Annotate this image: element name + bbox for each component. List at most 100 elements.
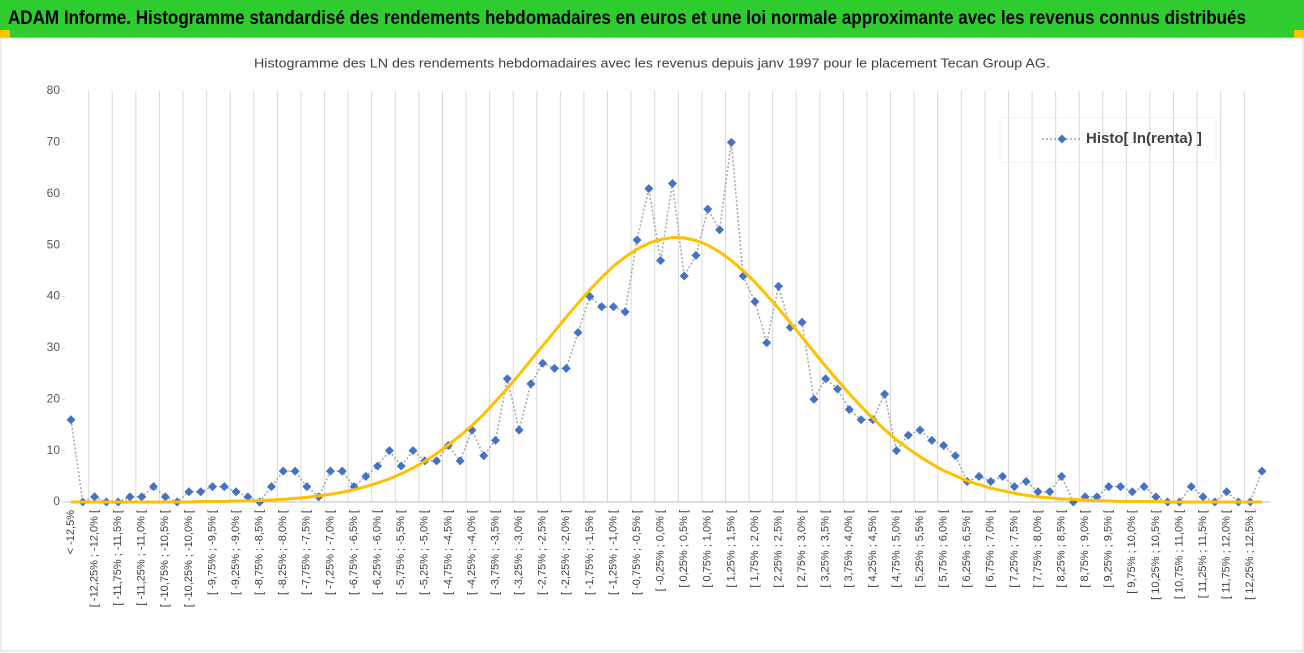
x-tick-label: < -12,5% xyxy=(65,510,77,555)
normal-curve xyxy=(71,235,1262,504)
data-point xyxy=(750,297,760,307)
x-tick-label: [ -1,25% ; -1,0% [ xyxy=(607,510,619,595)
data-point xyxy=(266,482,276,492)
data-point xyxy=(1257,466,1267,476)
x-tick-label: [ 6,75% ; 7,0% [ xyxy=(985,510,997,588)
data-point xyxy=(137,492,147,502)
data-point xyxy=(679,271,689,281)
data-point xyxy=(703,204,713,214)
x-tick-label: [ -4,25% ; -4,0% [ xyxy=(466,510,478,595)
data-point xyxy=(998,471,1008,481)
data-point xyxy=(125,492,135,502)
x-tick-label: [ 7,75% ; 8,0% [ xyxy=(1032,510,1044,588)
data-point xyxy=(939,440,949,450)
x-tick-label: [ 5,75% ; 6,0% [ xyxy=(938,510,950,588)
legend-label: Histo[ ln(renta) ] xyxy=(1086,130,1202,147)
data-point xyxy=(1115,482,1125,492)
x-tick-label: [ 5,25% ; 5,5% [ xyxy=(914,510,926,588)
data-point xyxy=(726,137,736,147)
x-tick-label: [ -3,75% ; -3,5% [ xyxy=(489,510,501,595)
data-point xyxy=(950,451,960,461)
data-point xyxy=(302,482,312,492)
data-point xyxy=(1009,482,1019,492)
x-tick-label: [ -2,75% ; -2,5% [ xyxy=(537,510,549,595)
data-point xyxy=(219,482,229,492)
x-tick-label: [ 10,25% ; 10,5% [ xyxy=(1150,510,1162,600)
data-point xyxy=(549,363,559,373)
x-tick-label: [ 3,25% ; 3,5% [ xyxy=(820,510,832,588)
x-tick-label: [ -7,75% ; -7,5% [ xyxy=(301,510,313,595)
legend-marker xyxy=(1057,134,1067,144)
y-tick-label: 60 xyxy=(47,186,61,200)
data-point xyxy=(1033,487,1043,497)
data-point xyxy=(561,363,571,373)
x-tick-label: [ -10,25% ; -10,0% [ xyxy=(183,510,195,607)
data-point xyxy=(597,302,607,312)
x-tick-label: [ 1,25% ; 1,5% [ xyxy=(725,510,737,588)
data-point xyxy=(432,456,442,466)
chart-title: Histogramme des LN des rendements hebdom… xyxy=(254,55,1050,70)
data-point xyxy=(856,415,866,425)
data-point xyxy=(491,435,501,445)
data-point xyxy=(290,466,300,476)
data-point xyxy=(797,317,807,327)
data-point xyxy=(502,374,512,384)
y-tick-label: 70 xyxy=(47,135,61,149)
data-point xyxy=(809,394,819,404)
data-point xyxy=(880,389,890,399)
x-tick-label: [ 7,25% ; 7,5% [ xyxy=(1008,510,1020,588)
y-tick-label: 30 xyxy=(47,340,61,354)
data-point xyxy=(1186,482,1196,492)
header-title: ADAM Informe. Histogramme standardisé de… xyxy=(8,8,1246,29)
data-point xyxy=(608,302,618,312)
y-tick-label: 80 xyxy=(47,83,61,97)
data-point xyxy=(1139,482,1149,492)
data-point xyxy=(514,425,524,435)
data-point xyxy=(396,461,406,471)
data-point xyxy=(325,466,335,476)
data-point xyxy=(1198,492,1208,502)
header-corner xyxy=(0,30,10,38)
data-point xyxy=(384,446,394,456)
data-point xyxy=(632,235,642,245)
data-point xyxy=(974,471,984,481)
data-point xyxy=(196,487,206,497)
x-tick-label: [ 0,75% ; 1,0% [ xyxy=(702,510,714,588)
data-point xyxy=(455,456,465,466)
x-tick-label: [ 6,25% ; 6,5% [ xyxy=(961,510,973,588)
x-tick-label: [ -0,75% ; -0,5% [ xyxy=(631,510,643,595)
data-point xyxy=(1045,487,1055,497)
x-tick-label: [ -11,75% ; -11,5% [ xyxy=(112,510,124,606)
legend-box xyxy=(999,117,1217,163)
data-point xyxy=(479,451,489,461)
data-point xyxy=(208,482,218,492)
data-point xyxy=(915,425,925,435)
data-point xyxy=(927,435,937,445)
x-tick-label: [ -6,75% ; -6,5% [ xyxy=(348,510,360,595)
data-point xyxy=(644,184,654,194)
x-tick-label: [ 11,25% ; 11,5% [ xyxy=(1197,510,1209,598)
x-tick-label: [ -7,25% ; -7,0% [ xyxy=(324,510,336,595)
x-tick-label: [ -12,25% ; -12,0% [ xyxy=(88,510,100,607)
data-point xyxy=(90,492,100,502)
data-point xyxy=(538,358,548,368)
data-point xyxy=(408,446,418,456)
x-tick-label: [ -2,25% ; -2,0% [ xyxy=(560,510,572,595)
data-point xyxy=(903,430,913,440)
y-tick-label: 0 xyxy=(53,494,60,508)
x-tick-label: [ 1,75% ; 2,0% [ xyxy=(749,510,761,588)
data-point xyxy=(243,492,253,502)
data-point xyxy=(1127,487,1137,497)
data-point xyxy=(361,471,371,481)
x-tick-label: [ -4,75% ; -4,5% [ xyxy=(442,510,454,595)
data-point xyxy=(986,476,996,486)
data-point xyxy=(715,225,725,235)
header-bar xyxy=(0,0,1304,38)
x-tick-label: [ 9,75% ; 10,0% [ xyxy=(1126,510,1138,594)
data-point xyxy=(891,446,901,456)
header-corner xyxy=(1294,30,1304,38)
data-point xyxy=(656,256,666,266)
data-point xyxy=(231,487,241,497)
